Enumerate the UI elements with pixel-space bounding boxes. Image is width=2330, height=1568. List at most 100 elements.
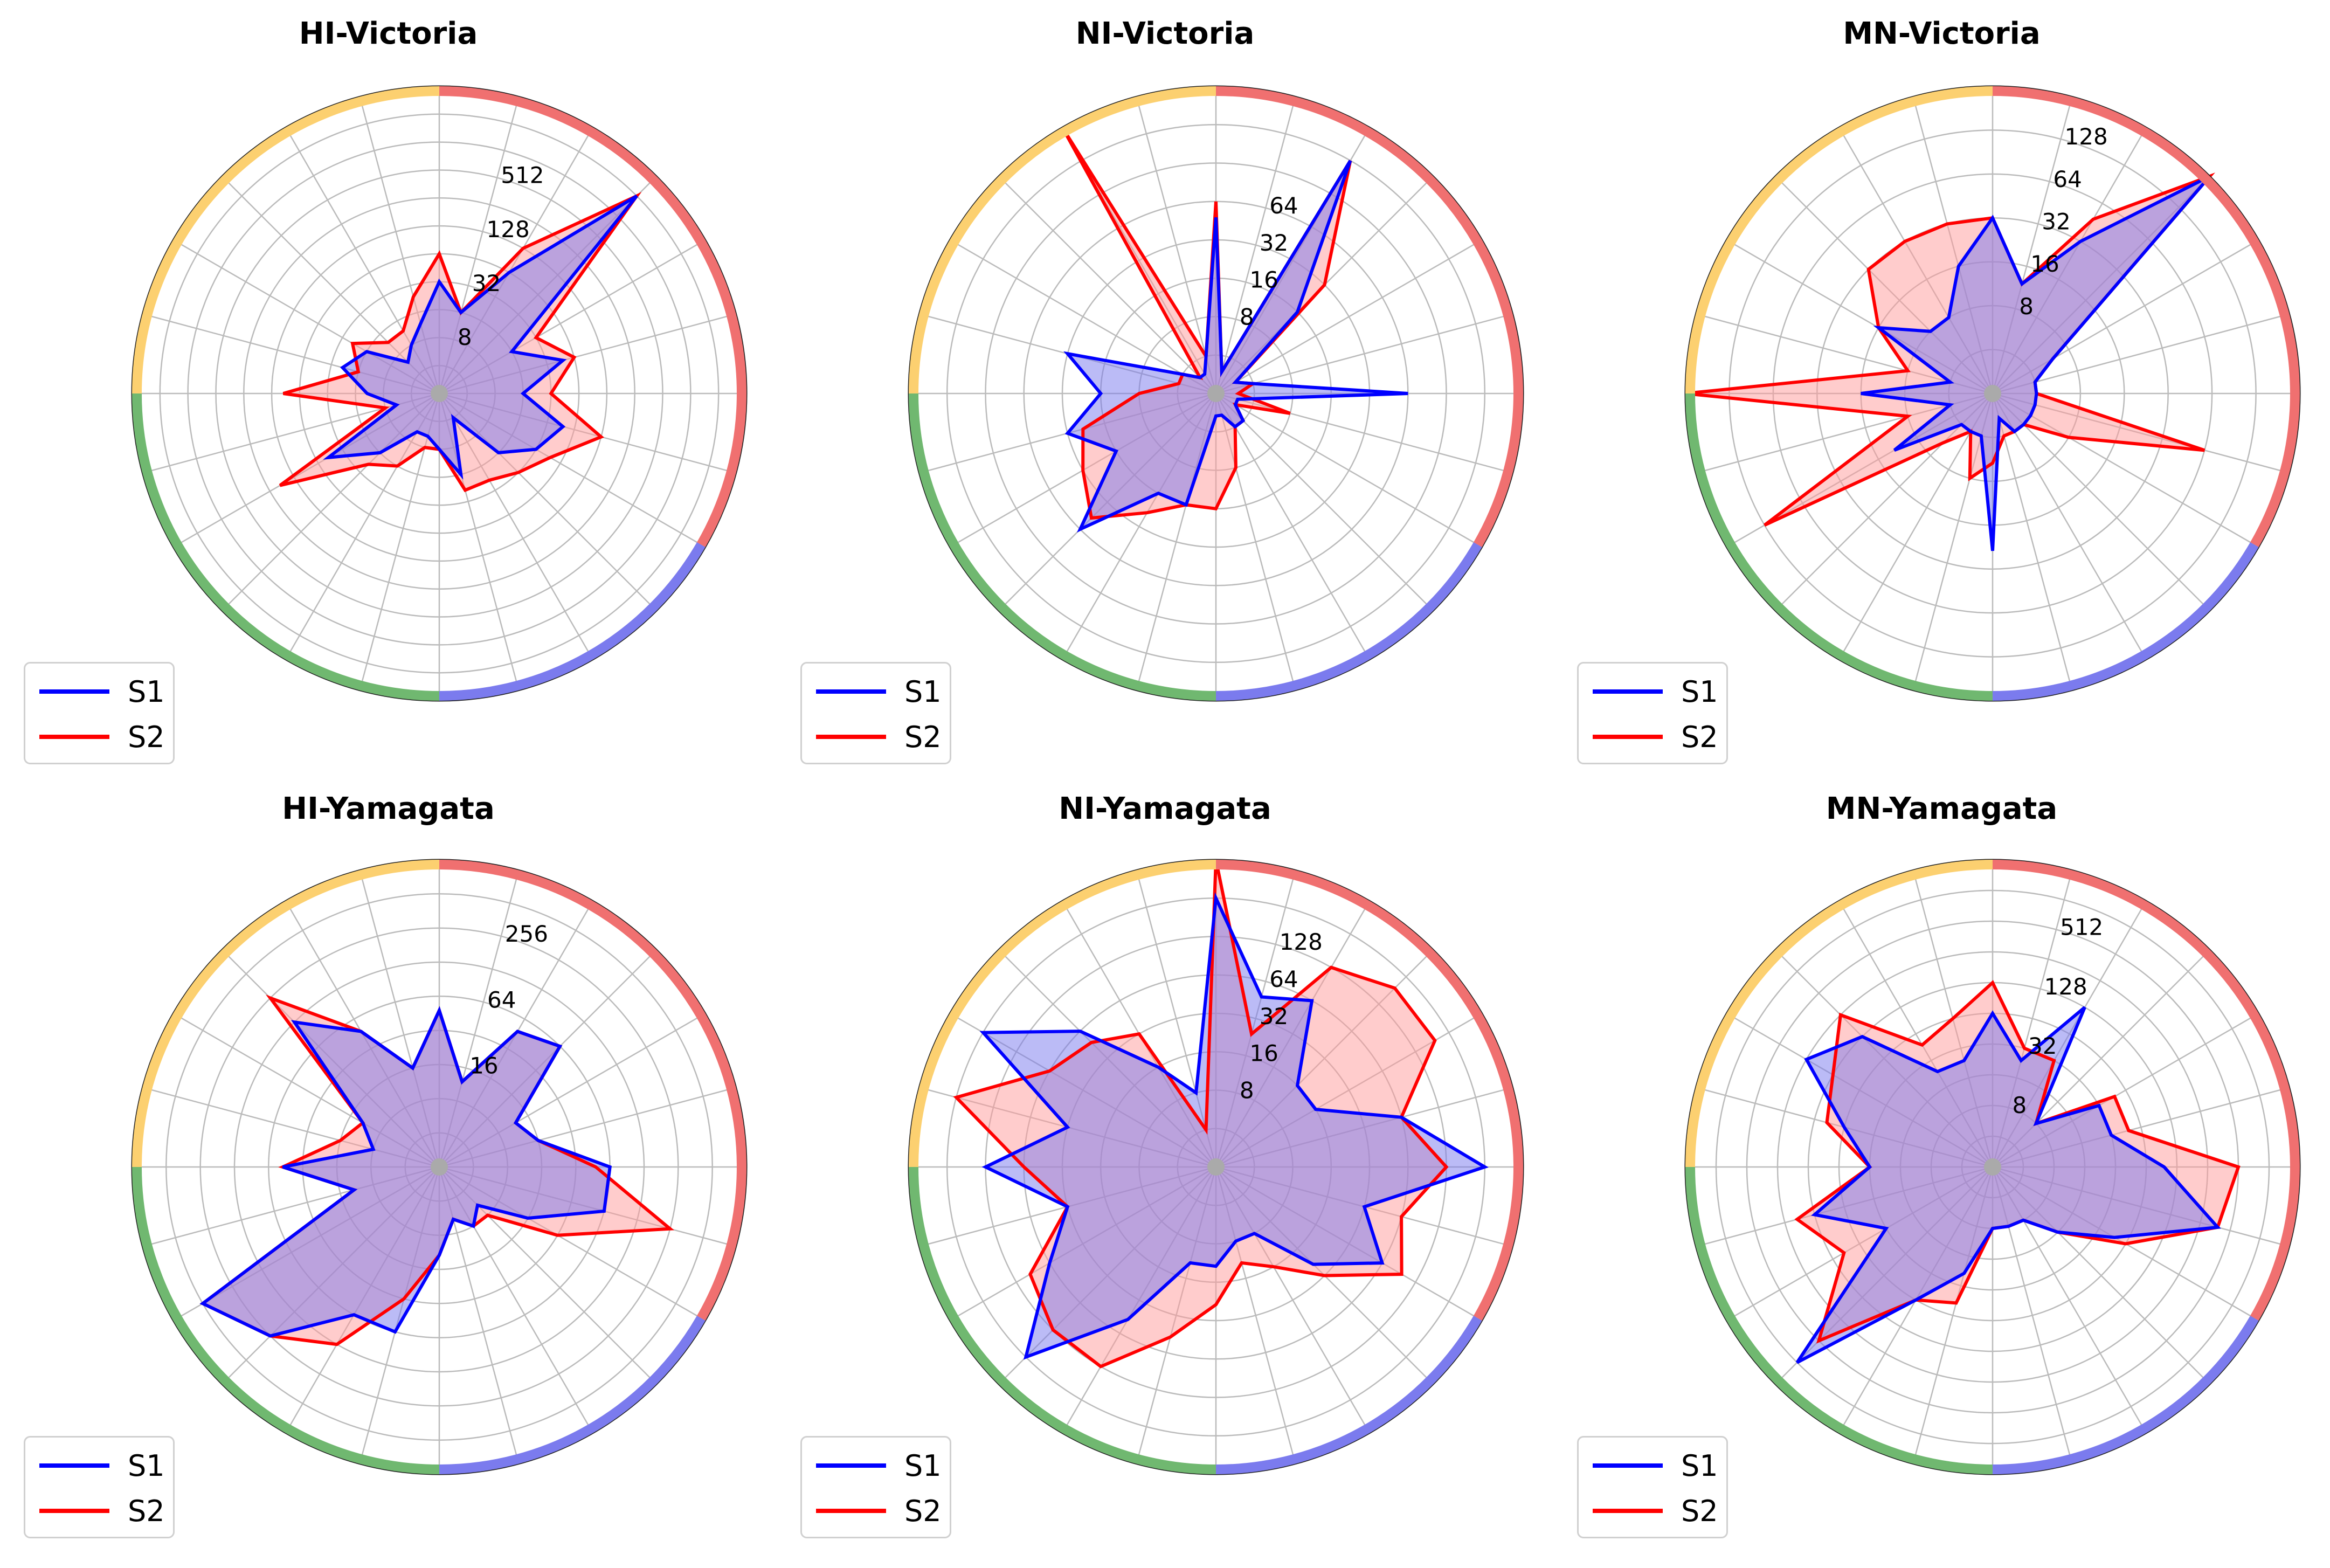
chart-title: HI-Victoria	[299, 16, 478, 51]
ring-segment-yellow	[132, 860, 440, 1168]
legend-swatch-s1	[39, 1463, 109, 1468]
legend: S1 S2	[24, 1436, 175, 1538]
legend-label-s2: S2	[128, 1494, 165, 1528]
radar-chart-mn-yamagata: 8 32 128 512	[1684, 859, 2301, 1475]
series-line-s1	[1795, 1006, 2221, 1364]
ring-segment-red	[1215, 860, 1523, 1321]
tick-label: 128	[1280, 929, 1323, 955]
radar-chart-mn-victoria: 8 16 32 64 128	[1684, 85, 2301, 702]
chart-title: HI-Yamagata	[282, 791, 495, 826]
legend-item-s2: S2	[1593, 1494, 1718, 1528]
tick-label: 64	[2053, 166, 2082, 192]
tick-label: 512	[2060, 914, 2103, 941]
tick-label: 512	[501, 162, 544, 189]
ring-segment-green	[132, 1166, 440, 1474]
panel-hi-yamagata: 16 64 256 HI-Yamagata S1 S2	[0, 784, 777, 1567]
series-line-s1	[323, 195, 638, 480]
tick-label: 8	[1240, 1077, 1254, 1104]
tick-label: 16	[1249, 267, 1278, 293]
ring-gridline	[165, 893, 713, 1441]
ring-gridline	[243, 197, 635, 590]
legend-label-s1: S1	[128, 674, 165, 709]
radial-gridline	[1992, 393, 2147, 660]
ring-segment-green	[909, 393, 1216, 701]
legend-swatch-s2	[816, 1509, 886, 1513]
tick-label: 8	[2013, 1092, 2027, 1118]
tick-label: 8	[458, 324, 472, 350]
ring-segment-blue	[1992, 1315, 2259, 1474]
legend-label-s1: S1	[1681, 674, 1718, 709]
ring-segment-yellow	[909, 86, 1216, 394]
ring-segment-blue	[1215, 1315, 1482, 1474]
legend-swatch-s2	[1593, 735, 1663, 739]
legend-label-s2: S2	[128, 720, 165, 754]
ring-segment-red	[1992, 860, 2300, 1321]
ring-segment-blue	[1992, 542, 2259, 701]
legend-swatch-s2	[816, 735, 886, 739]
chart-title: NI-Victoria	[1075, 16, 1255, 51]
legend-label-s1: S1	[904, 674, 942, 709]
tick-label: 128	[487, 216, 530, 243]
center-dot	[1207, 385, 1225, 402]
tick-label: 64	[487, 986, 516, 1013]
ring-gridline	[946, 123, 1486, 664]
legend-swatch-s1	[1593, 689, 1663, 694]
ring-gridline	[1715, 889, 2270, 1445]
panel-ni-yamagata: 8 16 32 64 128 NI-Yamagata S1 S2	[777, 784, 1553, 1567]
legend: S1 S2	[1577, 1436, 1728, 1538]
center-dot	[1984, 385, 2001, 402]
legend-swatch-s1	[816, 689, 886, 694]
legend-label-s1: S1	[904, 1448, 942, 1483]
legend-swatch-s1	[39, 689, 109, 694]
legend-label-s2: S2	[904, 1494, 942, 1528]
chart-title: MN-Yamagata	[1826, 791, 2058, 826]
radar-chart-ni-yamagata: 8 16 32 64 128	[908, 859, 1524, 1475]
radial-gridline	[1992, 393, 2073, 690]
chart-title: MN-Victoria	[1843, 16, 2041, 51]
legend-item-s2: S2	[39, 720, 165, 754]
panel-ni-victoria: 8 16 32 64 NI-Victoria S1 S2	[777, 0, 1553, 784]
tick-label: 128	[2044, 973, 2087, 1000]
legend-item-s1: S1	[816, 1448, 942, 1483]
legend-item-s2: S2	[1593, 720, 1718, 754]
legend: S1 S2	[800, 1436, 951, 1538]
legend-swatch-s1	[1593, 1463, 1663, 1468]
ring-gridline	[187, 141, 692, 646]
ring-segment-blue	[1215, 542, 1482, 701]
series-line-s2	[953, 859, 1449, 1369]
chart-title: NI-Yamagata	[1059, 791, 1271, 826]
tick-label: 32	[1260, 230, 1288, 256]
series-line-s1	[1861, 175, 2211, 551]
panel-mn-victoria: 8 16 32 64 128 MN-Victoria S1 S2	[1553, 0, 2330, 784]
legend: S1 S2	[1577, 662, 1728, 764]
center-dot	[1207, 1158, 1225, 1176]
tick-label: 64	[1269, 192, 1298, 219]
series-area-s1	[1861, 176, 2210, 551]
tick-label: 16	[2030, 251, 2059, 277]
series-area-s1	[328, 196, 637, 475]
series-area-s1	[203, 1010, 610, 1336]
ring-gridline	[159, 113, 720, 674]
tick-label: 32	[2042, 209, 2070, 235]
tick-label: 64	[1269, 966, 1298, 992]
center-dot	[1984, 1158, 2001, 1176]
radial-gridline	[1992, 393, 2210, 611]
tick-label: 8	[2019, 293, 2034, 320]
tick-label: 32	[1260, 1003, 1288, 1030]
ring-segment-yellow	[909, 860, 1216, 1168]
series-line-s1	[199, 1006, 612, 1338]
series-area-s1	[983, 898, 1485, 1357]
ring-segment-green	[909, 1166, 1216, 1474]
center-dot	[431, 1158, 448, 1176]
legend: S1 S2	[800, 662, 951, 764]
legend-item-s2: S2	[39, 1494, 165, 1528]
ring-segment-blue	[439, 542, 706, 701]
ring-segment-red	[439, 86, 746, 547]
legend-label-s2: S2	[904, 720, 942, 754]
ring-segment-green	[1685, 1166, 1993, 1474]
legend: S1 S2	[24, 662, 175, 764]
legend-swatch-s2	[39, 735, 109, 739]
legend-label-s2: S2	[1681, 1494, 1718, 1528]
radar-chart-hi-yamagata: 16 64 256	[131, 859, 748, 1475]
tick-label: 32	[472, 270, 501, 296]
